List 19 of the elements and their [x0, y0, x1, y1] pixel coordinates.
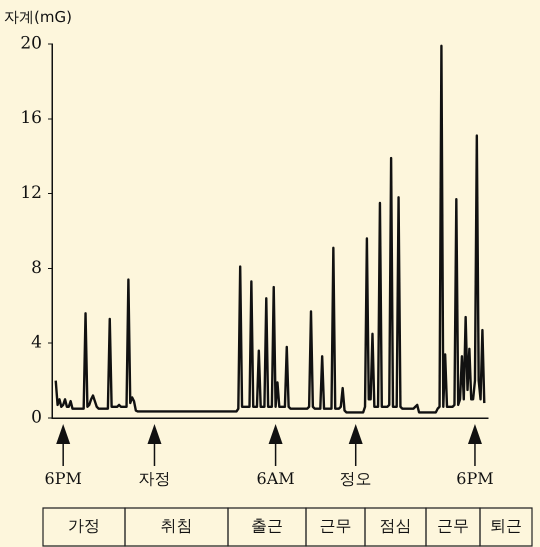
- text: 취침: [160, 516, 192, 536]
- text: 점심: [380, 516, 412, 536]
- x-tick-label: 6PM: [44, 468, 82, 488]
- text: 근무: [437, 516, 469, 536]
- text: 근무: [320, 516, 352, 536]
- y-tick-label: 4: [31, 332, 42, 353]
- y-tick-label: 8: [31, 258, 42, 278]
- x-tick-label: 자정: [138, 468, 170, 488]
- y-tick-label: 12: [20, 183, 42, 204]
- text: 출근: [251, 516, 283, 536]
- y-tick-label: 16: [20, 108, 42, 128]
- y-axis-title: 자계(mG): [4, 8, 72, 26]
- x-tick-label: 6PM: [456, 468, 494, 488]
- text: 퇴근: [490, 516, 522, 536]
- text: 가정: [68, 516, 100, 536]
- y-tick-label: 20: [20, 33, 42, 54]
- x-tick-label: 6AM: [256, 468, 295, 488]
- y-tick-label: 0: [31, 407, 42, 428]
- x-tick-label: 정오: [340, 468, 372, 488]
